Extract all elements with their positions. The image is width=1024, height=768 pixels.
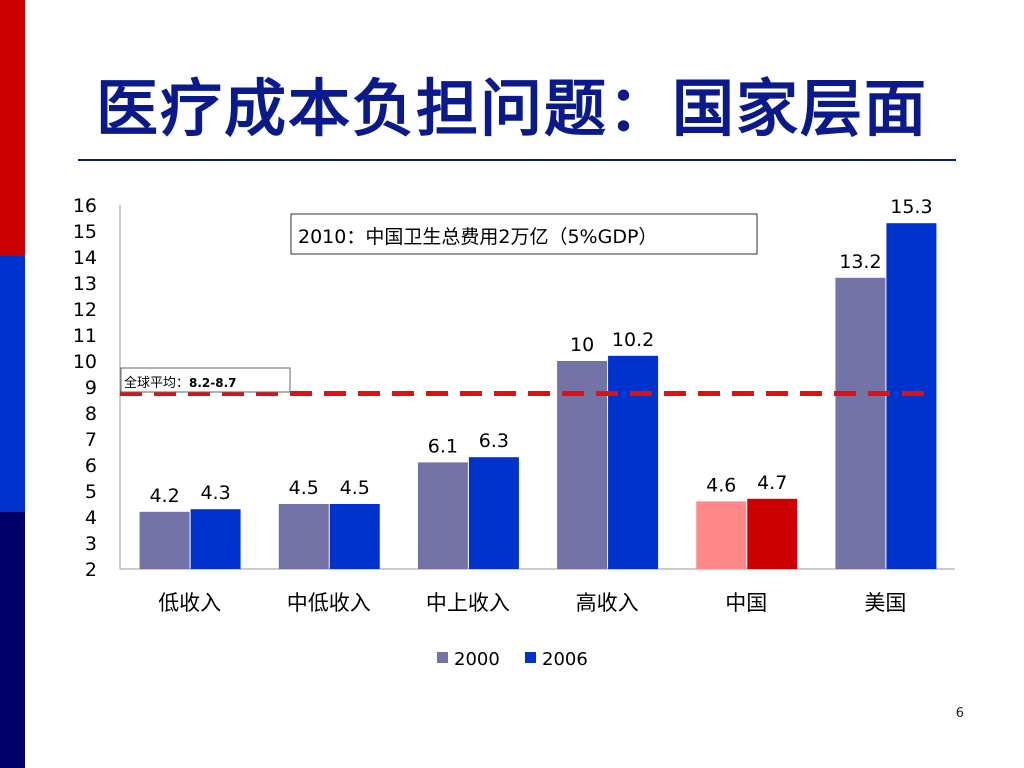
legend-swatch-2006 — [525, 652, 536, 663]
y-tick-label: 13 — [73, 273, 97, 295]
x-category-label: 中低收入 — [287, 591, 371, 615]
y-tick-label: 7 — [85, 429, 97, 451]
data-label: 15.3 — [890, 196, 932, 218]
bar-2000-1 — [278, 504, 329, 569]
x-category-label: 中上收入 — [426, 591, 510, 615]
bar-2000-5 — [835, 277, 886, 569]
y-tick-label: 14 — [73, 247, 97, 269]
y-tick-label: 3 — [85, 533, 97, 555]
bar-2006-4 — [747, 498, 798, 569]
data-label: 4.6 — [706, 474, 736, 496]
legend-swatch-2000 — [437, 652, 448, 663]
data-label: 4.5 — [289, 477, 319, 499]
legend-label: 2000 — [454, 649, 500, 670]
side-bar-blue — [0, 256, 25, 512]
global-average-label-box — [120, 367, 291, 393]
bar-2006-0 — [190, 509, 241, 569]
bar-2006-1 — [329, 504, 380, 569]
annotation-text: 2010：中国卫生总费用2万亿（5%GDP） — [298, 226, 657, 248]
y-tick-label: 10 — [73, 351, 97, 373]
x-category-label: 高收入 — [576, 591, 639, 615]
x-category-label: 中国 — [725, 591, 767, 615]
data-label: 4.7 — [757, 472, 787, 494]
title-rule — [78, 159, 956, 161]
y-tick-label: 4 — [85, 507, 97, 529]
y-tick-label: 16 — [73, 195, 97, 217]
y-tick-label: 5 — [85, 481, 97, 503]
page-number: 6 — [955, 706, 964, 721]
annotation-box — [290, 213, 758, 255]
data-label: 13.2 — [839, 251, 881, 273]
data-label: 4.5 — [340, 477, 370, 499]
bar-2006-3 — [608, 355, 659, 569]
y-tick-label: 12 — [73, 299, 97, 321]
data-label: 6.1 — [428, 435, 458, 457]
side-bar-red — [0, 0, 25, 256]
data-label: 10.2 — [612, 329, 654, 351]
bar-2006-5 — [886, 223, 937, 569]
legend-label: 2006 — [542, 649, 588, 670]
x-category-label: 美国 — [864, 591, 906, 615]
data-label: 6.3 — [479, 430, 509, 452]
data-label: 4.2 — [149, 485, 179, 507]
data-label: 4.3 — [200, 482, 230, 504]
bar-2006-2 — [468, 457, 519, 569]
bar-2000-2 — [417, 462, 468, 569]
slide-title: 医疗成本负担问题：国家层面 — [95, 72, 928, 145]
y-tick-label: 9 — [85, 377, 97, 399]
x-category-label: 低收入 — [158, 591, 221, 615]
side-bar-navy — [0, 512, 25, 768]
y-tick-label: 6 — [85, 455, 97, 477]
y-tick-label: 2 — [85, 559, 97, 581]
data-label: 10 — [570, 334, 594, 356]
y-tick-label: 8 — [85, 403, 97, 425]
y-tick-label: 11 — [73, 325, 97, 347]
y-tick-label: 15 — [73, 221, 97, 243]
bar-2000-0 — [139, 511, 190, 569]
global-average-label: 全球平均：8.2-8.7 — [124, 375, 237, 391]
bar-2000-4 — [696, 501, 747, 569]
